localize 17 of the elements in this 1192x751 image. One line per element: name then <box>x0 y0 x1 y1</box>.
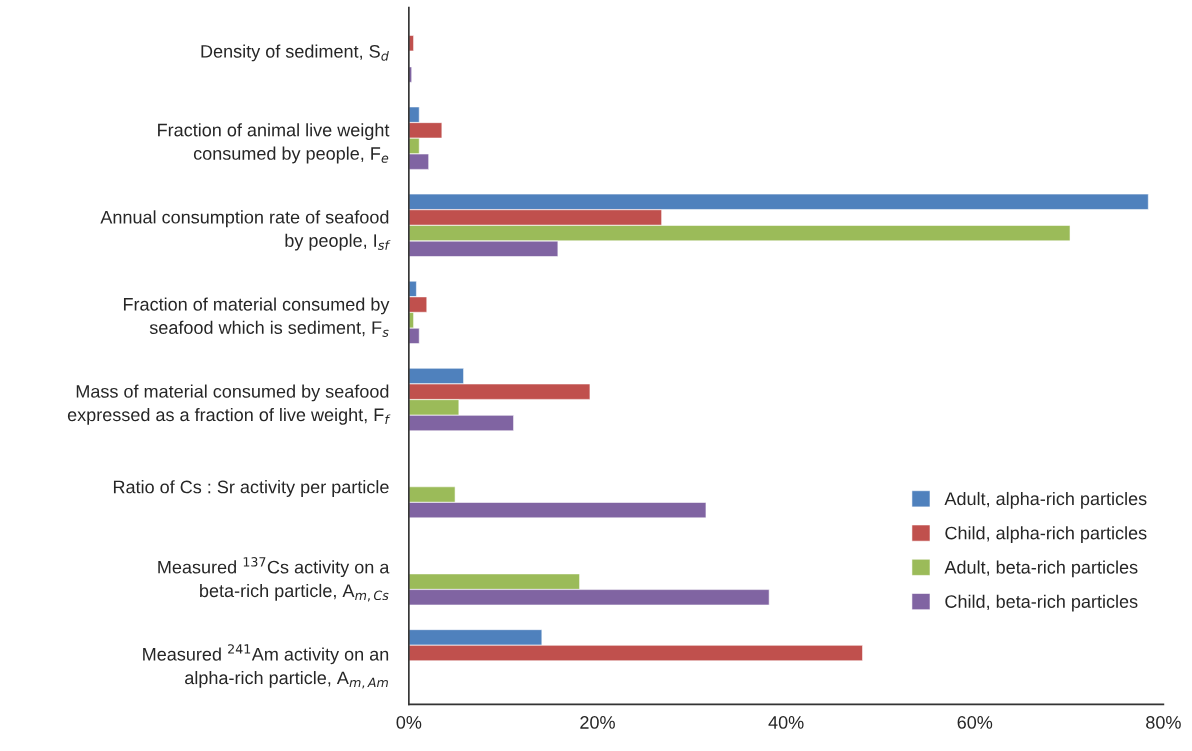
y-tick-label: Ratio of Cs : Sr activity per particle <box>113 480 389 497</box>
y-tick-label: Mass of material consumed by seafood expressed as a fraction of live weight, F$_{f}$ <box>67 384 391 425</box>
legend-label: Adult, beta-rich particles <box>944 560 1138 578</box>
legend-label: Child, beta-rich particles <box>945 594 1138 612</box>
x-tick-label: 40% <box>768 716 804 729</box>
legend-label: Adult, alpha-rich particles <box>944 491 1147 509</box>
y-tick-label: Measured $^{241}$Am activity on an alpha-rich particle, A$_{m,Am}$ <box>143 644 389 689</box>
x-tick-label: 60% <box>957 716 993 729</box>
y-tick-label: Measured $^{137}$Cs activity on a beta-rich particle, A$_{m,Cs}$ <box>158 557 390 602</box>
x-tick-label: 80% <box>1146 716 1181 729</box>
y-tick-label: Fraction of material consumed by seafood which is sediment, F$_{s}$ <box>123 297 390 337</box>
x-tick-label: 0% <box>396 716 422 729</box>
legend-label: Child, alpha-rich particles <box>945 526 1147 544</box>
y-tick-label: Density of sediment, S$_{d}$ <box>201 44 389 62</box>
y-tick-label: Fraction of animal live weight consumed by people, F$_{e}$ <box>158 123 390 164</box>
x-tick-label: 20% <box>580 716 615 729</box>
y-tick-label: Annual consumption rate of seafood by people, I$_{sf}$ <box>100 210 391 251</box>
